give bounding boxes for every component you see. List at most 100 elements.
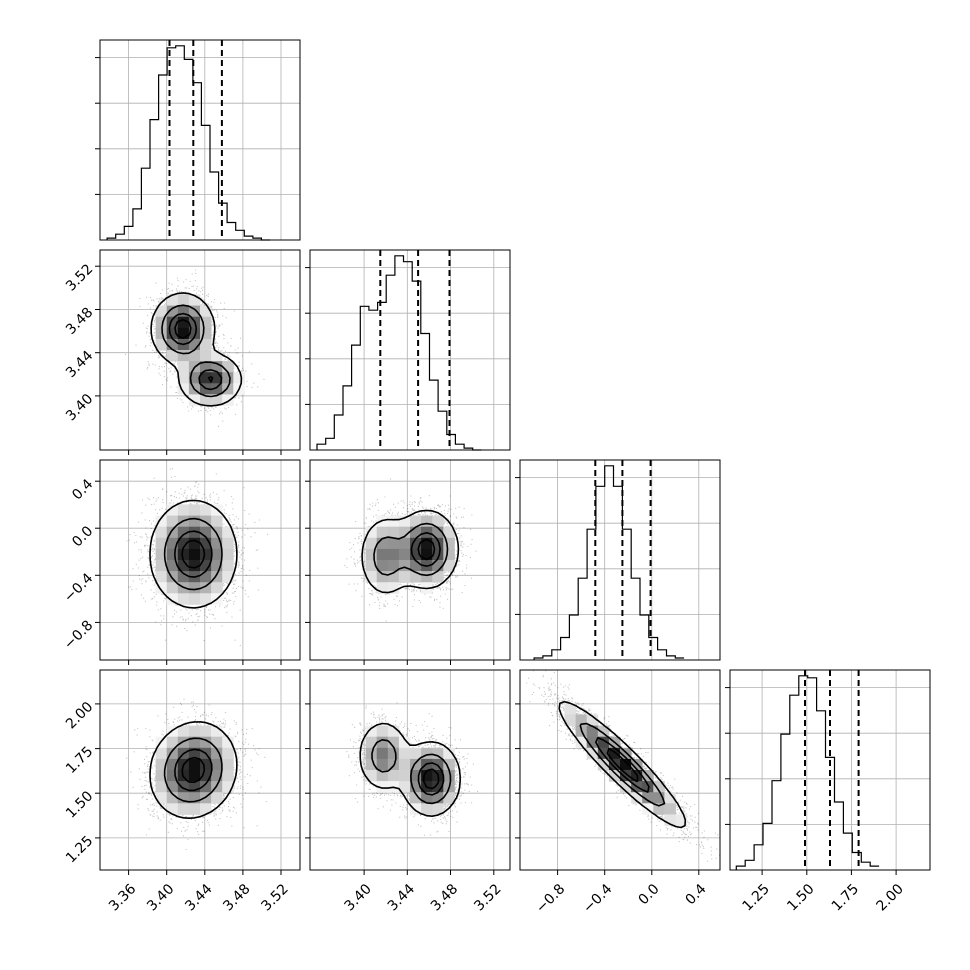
joint-2-0-bin xyxy=(200,548,212,561)
joint-3-2-bin xyxy=(620,781,632,793)
joint-2-1-bin xyxy=(432,537,444,550)
joint-3-1-frame xyxy=(309,669,511,871)
joint-3-0-bin xyxy=(155,758,168,771)
joint-1-0-frame xyxy=(99,249,301,451)
joint-1-0-bin xyxy=(177,294,190,306)
joint-3-0-bin xyxy=(166,792,179,804)
joint-panel-3-1 xyxy=(305,669,511,875)
xtick-label-2-0: −0.8 xyxy=(533,881,568,916)
joint-2-0-bin xyxy=(166,515,179,528)
joint-3-0-bin xyxy=(211,725,223,738)
joint-3-0-bin xyxy=(200,770,212,782)
joint-3-1-bin xyxy=(432,803,444,815)
joint-1-0-bin xyxy=(166,305,179,318)
joint-3-1-bin xyxy=(443,758,455,771)
joint-3-0-bin xyxy=(211,770,223,782)
hist-1-steps xyxy=(316,255,482,451)
joint-3-0-bin xyxy=(166,725,179,738)
joint-2-0-bin xyxy=(177,537,190,550)
joint-2-0-bin xyxy=(177,548,190,561)
joint-1-0-bin xyxy=(200,316,212,329)
joint-2-0-bin xyxy=(166,571,179,583)
joint-3-1-bin xyxy=(376,747,389,760)
joint-1-0-bin xyxy=(188,394,201,406)
joint-3-0-bin xyxy=(200,758,212,771)
joint-2-0-bin xyxy=(211,560,223,572)
joint-1-0-bin xyxy=(222,372,234,384)
joint-2-0-bin xyxy=(188,560,201,572)
joint-2-0-bin xyxy=(200,504,212,516)
joint-2-1-bin xyxy=(432,515,444,528)
joint-1-0-contour-1 xyxy=(161,304,231,398)
ytick-label-3-2: 1.75 xyxy=(63,744,96,777)
ytick-label-3-0: 1.25 xyxy=(63,833,96,866)
xtick-label-0-3: 3.48 xyxy=(220,881,253,914)
joint-2-1-bin xyxy=(443,526,455,539)
joint-3-0-bin xyxy=(222,747,234,760)
joint-3-0-bin xyxy=(200,736,212,749)
joint-2-0-bin xyxy=(177,560,190,572)
joint-1-0-bin xyxy=(222,383,234,395)
joint-panel-2-1 xyxy=(305,459,511,665)
joint-1-0-bin xyxy=(155,305,168,318)
joint-2-1-bin xyxy=(443,548,455,561)
joint-3-1-contour-0 xyxy=(359,722,461,817)
joint-2-0-bin xyxy=(188,515,201,528)
joint-2-0-bin xyxy=(177,504,190,516)
joint-3-1-bin xyxy=(387,770,400,782)
joint-3-1-bin xyxy=(376,770,389,782)
joint-3-2-bin xyxy=(608,758,621,771)
joint-1-0-bin xyxy=(211,383,223,395)
joint-1-0-bin xyxy=(188,338,201,351)
joint-2-1-bin xyxy=(387,548,400,561)
joint-3-0-bin xyxy=(166,747,179,760)
joint-2-0-bin xyxy=(155,548,168,561)
xtick-label-1-1: 3.44 xyxy=(385,881,418,914)
joint-2-0-bin xyxy=(155,526,168,539)
joint-3-2-bin xyxy=(642,792,654,804)
joint-1-0-bin xyxy=(155,338,168,351)
joint-3-0-content xyxy=(100,670,300,870)
joint-3-2-bin xyxy=(653,781,665,793)
joint-2-1-contour-1 xyxy=(373,522,449,577)
joint-3-0-bin xyxy=(200,781,212,793)
joint-3-2-bin xyxy=(631,758,643,771)
joint-3-0-bin xyxy=(155,747,168,760)
joint-1-0-bin xyxy=(222,394,234,406)
joint-3-0-bin xyxy=(177,736,190,749)
joint-1-0-bin xyxy=(155,327,168,340)
xtick-label-0-1: 3.40 xyxy=(144,881,177,914)
joint-1-0-bin xyxy=(177,361,190,373)
joint-2-0-bin xyxy=(222,548,234,561)
joint-2-1-bin xyxy=(421,571,433,583)
joint-2-1-bin xyxy=(376,537,389,550)
joint-2-0-bin xyxy=(155,560,168,572)
joint-1-0-bin xyxy=(211,361,223,373)
joint-3-2-bin xyxy=(564,703,576,715)
joint-3-2-bin xyxy=(586,714,599,726)
joint-3-1-bin xyxy=(443,792,455,804)
joint-2-0-bin xyxy=(222,526,234,539)
joint-3-2-bin xyxy=(586,736,599,749)
joint-1-0-bin xyxy=(166,327,179,340)
hist-3-frame xyxy=(729,669,931,871)
joint-3-2-bin xyxy=(597,736,610,749)
joint-1-0-bin xyxy=(155,316,168,329)
joint-1-0-bin xyxy=(200,327,212,340)
joint-3-1-bin xyxy=(421,770,433,782)
joint-2-0-bin xyxy=(200,593,212,605)
joint-2-1-bin xyxy=(443,560,455,572)
joint-3-1-bin xyxy=(398,781,411,793)
joint-panel-3-0 xyxy=(95,669,301,875)
joint-3-1-bin xyxy=(365,736,378,749)
joint-3-0-bin xyxy=(211,747,223,760)
joint-2-1-bin xyxy=(365,537,378,550)
joint-3-0-bin xyxy=(222,781,234,793)
joint-1-0-bin xyxy=(233,372,245,384)
hist-2-frame xyxy=(519,459,721,661)
joint-1-0-bin xyxy=(222,361,234,373)
ytick-label-2-0: −0.8 xyxy=(61,617,96,652)
joint-2-0-bin xyxy=(166,526,179,539)
joint-3-2-bin xyxy=(620,758,632,771)
